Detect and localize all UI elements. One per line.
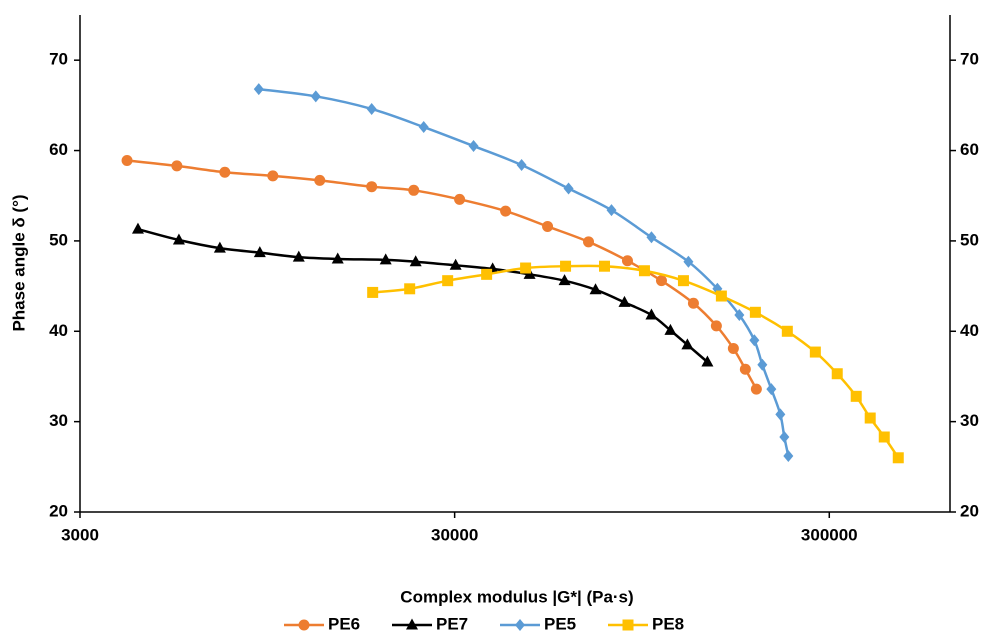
- data-point: [757, 358, 768, 371]
- legend-marker: [515, 619, 525, 631]
- y-tick-label: 50: [49, 230, 68, 249]
- y2-tick-label: 70: [960, 50, 979, 69]
- data-point: [638, 265, 650, 277]
- y2-tick-label: 20: [960, 501, 979, 520]
- data-point: [710, 320, 722, 332]
- data-point: [878, 431, 890, 443]
- data-point: [481, 268, 493, 280]
- data-point: [121, 154, 133, 166]
- data-point: [727, 342, 739, 354]
- legend-label: PE6: [328, 614, 360, 633]
- data-point: [645, 308, 658, 320]
- data-point: [516, 159, 527, 172]
- data-point: [750, 383, 762, 395]
- data-point: [664, 323, 677, 335]
- y-axis-title: Phase angle δ (°): [9, 194, 28, 331]
- data-point: [418, 121, 429, 134]
- data-point: [219, 166, 231, 178]
- data-point: [766, 383, 777, 396]
- x-tick-label: 3000: [61, 525, 99, 544]
- data-point: [520, 262, 532, 274]
- y-tick-label: 20: [49, 501, 68, 520]
- data-point: [646, 231, 657, 244]
- data-point: [677, 275, 689, 287]
- data-point: [267, 170, 279, 182]
- data-point: [454, 193, 466, 205]
- data-point: [366, 102, 377, 115]
- data-point: [172, 233, 185, 245]
- data-point: [367, 286, 379, 298]
- data-point: [606, 204, 617, 217]
- data-point: [783, 449, 794, 462]
- legend-label: PE5: [544, 614, 576, 633]
- data-point: [749, 334, 760, 347]
- data-point: [560, 260, 572, 272]
- data-point: [563, 182, 574, 195]
- data-point: [621, 255, 633, 267]
- x-tick-label: 30000: [431, 525, 478, 544]
- data-point: [687, 297, 699, 309]
- data-point: [892, 452, 904, 464]
- data-point: [310, 90, 321, 103]
- data-point: [779, 430, 790, 443]
- series-line: [372, 264, 900, 459]
- data-point: [589, 283, 602, 295]
- data-point: [331, 252, 344, 264]
- data-point: [850, 390, 862, 402]
- data-point: [583, 236, 595, 248]
- data-point: [468, 140, 479, 153]
- data-point: [655, 275, 667, 287]
- data-point: [409, 255, 422, 267]
- data-point: [253, 83, 264, 96]
- data-point: [131, 222, 144, 234]
- data-point: [864, 412, 876, 424]
- data-point: [379, 253, 392, 265]
- data-point: [500, 205, 512, 217]
- data-point: [781, 325, 793, 337]
- data-point: [292, 250, 305, 262]
- legend-label: PE8: [652, 614, 684, 633]
- x-axis-title: Complex modulus |G*| (Pa·s): [400, 587, 633, 606]
- y2-tick-label: 60: [960, 140, 979, 159]
- data-point: [442, 275, 454, 287]
- y2-tick-label: 30: [960, 411, 979, 430]
- data-point: [404, 283, 416, 295]
- data-point: [558, 274, 571, 286]
- legend-marker: [406, 618, 418, 630]
- y-tick-label: 70: [49, 50, 68, 69]
- x-tick-label: 300000: [801, 525, 858, 544]
- data-point: [831, 368, 843, 380]
- data-point: [598, 260, 610, 272]
- data-point: [618, 295, 631, 307]
- y2-tick-label: 50: [960, 230, 979, 249]
- data-point: [171, 160, 183, 172]
- data-point: [314, 174, 326, 186]
- data-point: [715, 290, 727, 302]
- data-point: [701, 355, 714, 367]
- data-point: [366, 181, 378, 193]
- y-tick-label: 40: [49, 321, 68, 340]
- data-point: [449, 258, 462, 270]
- data-point: [739, 363, 751, 375]
- data-point: [681, 338, 694, 350]
- y-tick-label: 60: [49, 140, 68, 159]
- data-point: [749, 306, 761, 318]
- data-point: [408, 184, 420, 196]
- data-point: [809, 346, 821, 358]
- data-point: [542, 220, 554, 232]
- legend-label: PE7: [436, 614, 468, 633]
- y-tick-label: 30: [49, 411, 68, 430]
- data-point: [253, 246, 266, 258]
- data-point: [683, 255, 694, 268]
- data-point: [213, 241, 226, 253]
- legend-marker: [622, 619, 634, 631]
- data-point: [734, 309, 745, 322]
- legend-marker: [298, 619, 310, 631]
- y2-tick-label: 40: [960, 321, 979, 340]
- data-point: [775, 408, 786, 421]
